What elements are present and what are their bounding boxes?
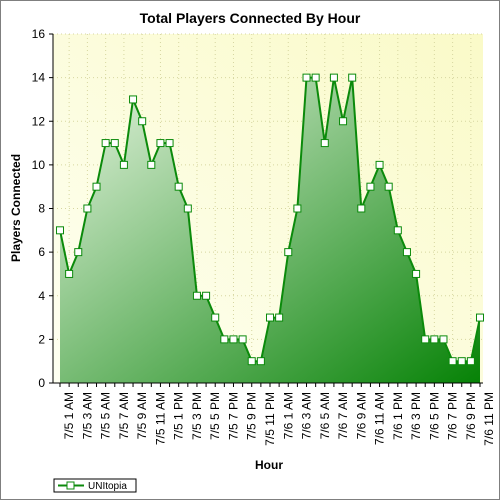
y-tick-label: 6 [38, 245, 45, 259]
x-tick-label: 7/6 3 PM [409, 392, 423, 440]
data-point [320, 139, 329, 148]
data-point [366, 182, 375, 191]
data-point [229, 335, 238, 344]
data-point [129, 95, 138, 104]
legend: UNItopia [53, 478, 137, 493]
series-area [60, 77, 480, 383]
data-point [439, 335, 448, 344]
data-point [466, 357, 475, 366]
data-point [402, 248, 411, 257]
data-point [165, 139, 174, 148]
data-point [147, 160, 156, 169]
data-point [92, 182, 101, 191]
data-point [266, 313, 274, 322]
y-tick-label: 4 [38, 289, 45, 303]
data-point [119, 160, 128, 169]
data-point [56, 226, 64, 235]
data-point [357, 204, 366, 213]
y-tick-label: 2 [38, 332, 45, 346]
data-point [256, 357, 265, 366]
data-point [293, 204, 302, 213]
data-point [275, 313, 284, 322]
data-point [211, 313, 220, 322]
data-point [74, 248, 83, 257]
data-point [311, 73, 320, 82]
data-point [83, 204, 92, 213]
data-points [56, 73, 484, 366]
x-tick-label: 7/6 1 AM [281, 392, 295, 439]
y-tick-label: 10 [32, 158, 46, 172]
data-point [348, 73, 357, 82]
data-point [220, 335, 229, 344]
x-tick-label: 7/6 7 PM [446, 392, 460, 440]
y-tick-label: 14 [32, 71, 46, 85]
x-tick-label: 7/5 1 AM [62, 392, 76, 439]
data-point [412, 269, 421, 278]
data-point [202, 291, 211, 300]
y-tick-label: 12 [32, 114, 46, 128]
x-tick-label: 7/5 3 AM [80, 392, 94, 439]
x-tick-label: 7/5 7 AM [117, 392, 131, 439]
x-tick-label: 7/6 5 AM [318, 392, 332, 439]
legend-label: UNItopia [88, 481, 127, 492]
data-point [329, 73, 338, 82]
x-tick-label: 7/6 7 AM [336, 392, 350, 439]
data-point [247, 357, 256, 366]
data-point [375, 160, 384, 169]
data-point [156, 139, 165, 148]
x-tick-label: 7/6 11 AM [373, 392, 387, 445]
y-tick-label: 16 [32, 27, 46, 41]
y-tick-label: 0 [38, 376, 45, 390]
data-point [457, 357, 466, 366]
data-point [476, 313, 484, 322]
x-tick-label: 7/5 5 AM [99, 392, 113, 439]
x-tick-label: 7/5 5 PM [208, 392, 222, 440]
y-tick-label: 8 [38, 202, 45, 216]
data-point [110, 139, 119, 148]
data-point [65, 269, 74, 278]
x-tick-label: 7/5 9 AM [135, 392, 149, 439]
x-tick-label: 7/5 11 PM [263, 392, 277, 446]
chart-title: Total Players Connected By Hour [140, 10, 361, 26]
x-tick-label: 7/6 9 AM [354, 392, 368, 439]
data-point [183, 204, 192, 213]
data-point [101, 139, 110, 148]
y-axis-label: Players Connected [9, 154, 23, 262]
x-tick-label: 7/5 3 PM [190, 392, 204, 440]
x-tick-label: 7/5 9 PM [245, 392, 259, 440]
x-tick-label: 7/6 5 PM [427, 392, 441, 440]
data-point [384, 182, 393, 191]
data-point [302, 73, 311, 82]
x-tick-label: 7/5 11 AM [153, 392, 167, 445]
x-tick-label: 7/6 1 PM [391, 392, 405, 440]
data-point [339, 117, 348, 126]
data-point [192, 291, 201, 300]
data-point [421, 335, 430, 344]
y-axis-ticks: 0 2 4 6 8 10 12 14 16 [32, 27, 53, 390]
x-tick-label: 7/6 11 PM [482, 392, 496, 446]
data-point [430, 335, 439, 344]
legend-marker-icon [66, 481, 75, 490]
data-point [448, 357, 457, 366]
data-point [174, 182, 183, 191]
data-point [138, 117, 147, 126]
x-tick-label: 7/5 7 PM [226, 392, 240, 440]
x-axis-label: Hour [255, 458, 283, 472]
data-point [284, 248, 293, 257]
x-tick-label: 7/6 9 PM [464, 392, 478, 440]
data-point [393, 226, 402, 235]
x-tick-label: 7/6 3 AM [300, 392, 314, 439]
x-tick-label: 7/5 1 PM [172, 392, 186, 440]
data-point [238, 335, 247, 344]
x-axis-ticks: 7/5 1 AM 7/5 3 AM 7/5 5 AM 7/5 7 AM 7/5 9 AM… [59, 383, 496, 446]
